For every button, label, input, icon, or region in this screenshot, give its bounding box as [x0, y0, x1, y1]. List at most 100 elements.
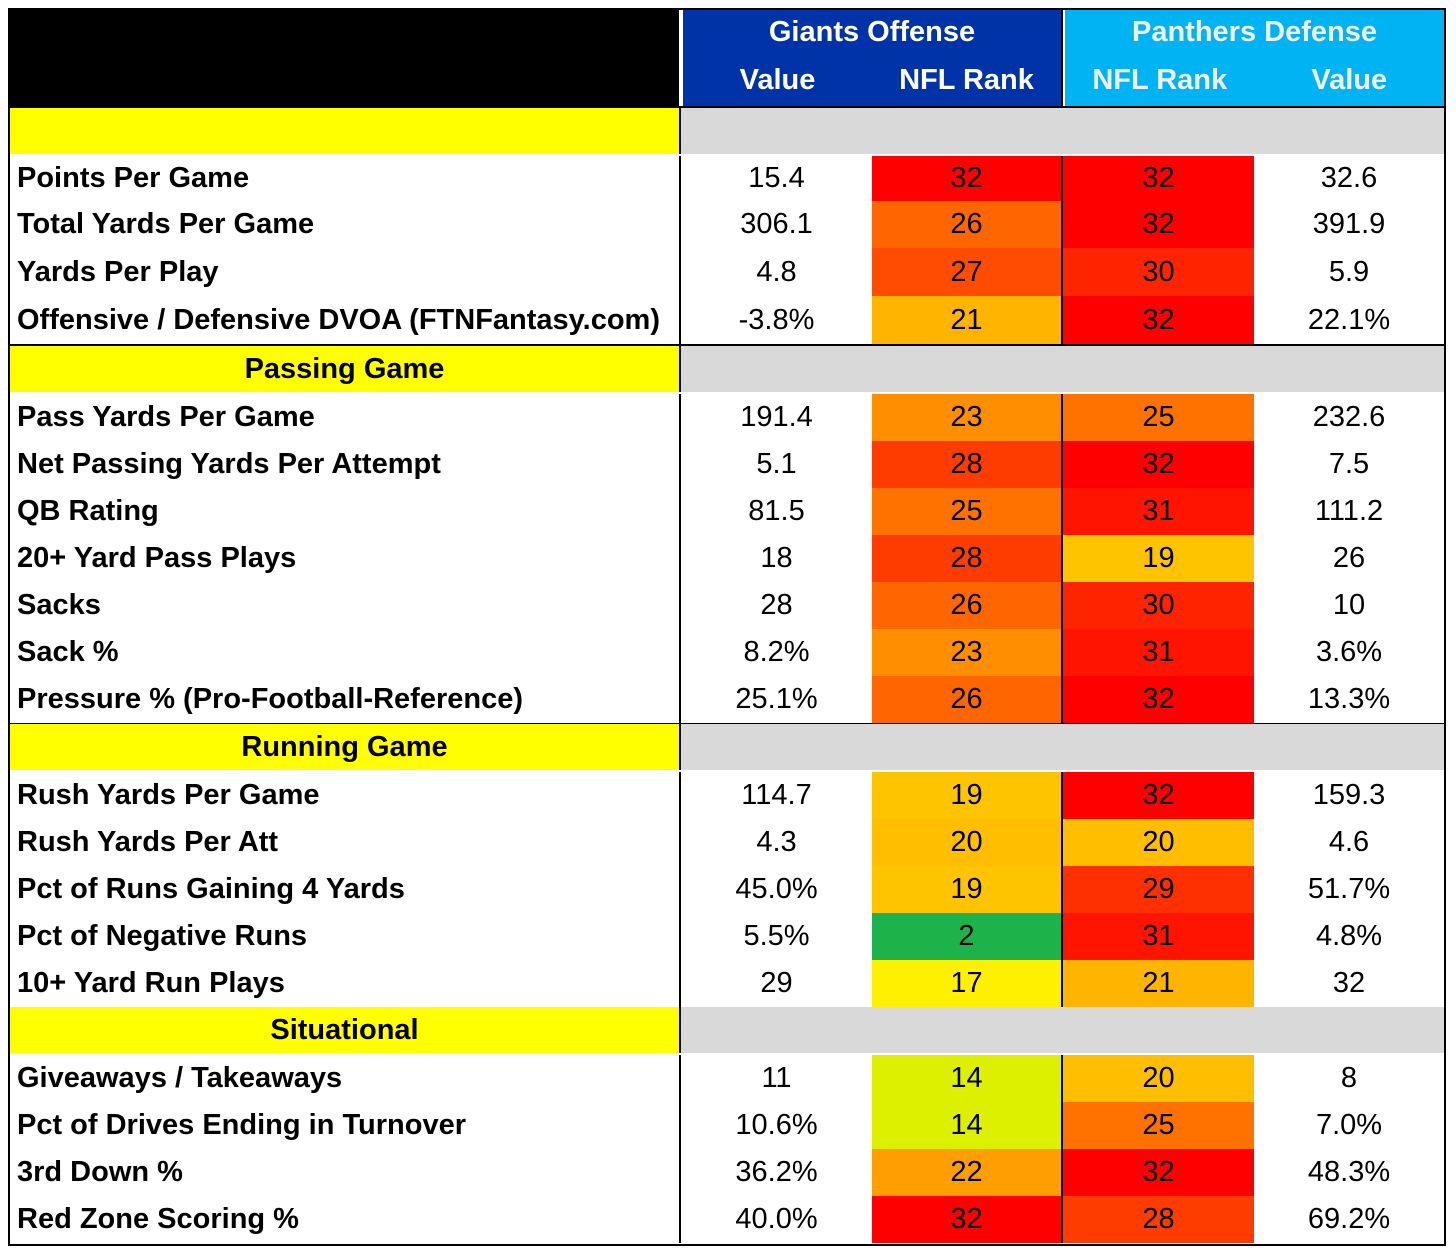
table-row: Total Yards Per Game 306.1 26 32 391.9 [10, 201, 1444, 248]
offense-value: 29 [760, 967, 793, 999]
offense-value: 4.8 [756, 255, 797, 288]
offense-rank: 19 [872, 772, 1063, 819]
section-header-row: Situational [10, 1007, 1444, 1053]
defense-rank: 30 [1063, 582, 1254, 629]
defense-value: 159.3 [1312, 779, 1386, 811]
table-row: 20+ Yard Pass Plays 18 28 19 26 [10, 535, 1444, 582]
offense-rank: 28 [872, 535, 1063, 582]
offense-value: 15.4 [748, 162, 805, 194]
defense-rank: 30 [1063, 248, 1254, 296]
offense-rank: 26 [872, 201, 1063, 248]
offense-rank: 27 [872, 248, 1063, 296]
defense-rank: 28 [1063, 1196, 1254, 1243]
offense-rank: 22 [872, 1149, 1063, 1196]
offense-value: 40.0% [735, 1203, 818, 1235]
offense-value: -3.8% [738, 303, 815, 336]
table-row: Pressure % (Pro-Football-Reference) 25.1%… [10, 676, 1444, 723]
defense-value: 10 [1332, 589, 1366, 621]
section-title: Situational [10, 1007, 681, 1053]
offense-value: 8.2% [743, 636, 810, 668]
table-row: Yards Per Play 4.8 27 30 5.9 [10, 248, 1444, 296]
stat-label: Red Zone Scoring % [10, 1196, 681, 1243]
offense-value: 18 [760, 542, 793, 574]
offense-value: 28 [760, 589, 793, 621]
table-row: Rush Yards Per Game 114.7 19 32 159.3 [10, 772, 1444, 819]
offense-value: 5.5% [743, 920, 810, 952]
offense-value: 36.2% [735, 1156, 818, 1188]
section-title: Running Game [10, 724, 681, 770]
section-header-row [10, 108, 1444, 154]
defense-rank: 32 [1063, 676, 1254, 723]
offense-rank: 28 [872, 441, 1063, 488]
stat-label: Rush Yards Per Att [10, 819, 681, 866]
defense-rank: 31 [1063, 913, 1254, 960]
stat-label: 3rd Down % [10, 1149, 681, 1196]
table-row: Pct of Runs Gaining 4 Yards 45.0% 19 29 51.7… [10, 866, 1444, 913]
defense-rank: 32 [1063, 441, 1254, 488]
defense-value: 391.9 [1312, 208, 1386, 240]
offense-rank: 25 [872, 488, 1063, 535]
matchup-stats-table: Giants Offense Value NFL Rank Panthers D… [8, 8, 1446, 1246]
defense-rank: 20 [1063, 819, 1254, 866]
stat-label: Yards Per Play [10, 248, 681, 296]
header-giants-offense: Giants Offense Value NFL Rank [683, 10, 1063, 106]
table-row: QB Rating 81.5 25 31 111.2 [10, 488, 1444, 535]
defense-value: 13.3% [1307, 683, 1391, 715]
table-row: Pct of Drives Ending in Turnover 10.6% 14 2… [10, 1102, 1444, 1149]
panthers-defense-title: Panthers Defense [1132, 16, 1377, 48]
table-row: Pct of Negative Runs 5.5% 2 31 4.8% [10, 913, 1444, 960]
table-row: Pass Yards Per Game 191.4 23 25 232.6 [10, 394, 1444, 441]
stat-label: Net Passing Yards Per Attempt [10, 441, 681, 488]
section-header-row: Running Game [10, 724, 1444, 770]
defense-value: 232.6 [1312, 401, 1386, 433]
defense-rank: 32 [1063, 201, 1254, 248]
stat-label: Pct of Drives Ending in Turnover [10, 1102, 681, 1149]
offense-value: 4.3 [756, 826, 797, 858]
defense-value: 7.0% [1315, 1109, 1383, 1141]
defense-rank: 32 [1063, 1149, 1254, 1196]
offense-rank: 2 [872, 913, 1063, 960]
offense-value: 11 [761, 1062, 792, 1094]
offense-rank: 17 [872, 960, 1063, 1007]
table-row: Giveaways / Takeaways 11 14 20 8 [10, 1055, 1444, 1102]
stat-label: Total Yards Per Game [10, 201, 681, 248]
table-row: Offensive / Defensive DVOA (FTNFantasy.c… [10, 296, 1444, 344]
defense-rank: 21 [1063, 960, 1254, 1007]
section-separator [10, 344, 1444, 346]
stat-label: Sack % [10, 629, 681, 676]
stat-label: Pct of Negative Runs [10, 913, 681, 960]
defense-value: 51.7% [1307, 873, 1391, 905]
defense-value: 111.2 [1314, 495, 1384, 527]
section-fill [681, 1007, 1444, 1053]
table-row: Points Per Game 15.4 32 32 32.6 [10, 156, 1444, 201]
offense-rank: 23 [872, 394, 1063, 441]
section-fill [681, 724, 1444, 770]
header-panthers-defense: Panthers Defense NFL Rank Value [1065, 10, 1444, 106]
stat-label: Points Per Game [10, 156, 681, 201]
defense-value: 3.6% [1315, 636, 1383, 668]
stat-label: 10+ Yard Run Plays [10, 960, 681, 1007]
table-row: Sack % 8.2% 23 31 3.6% [10, 629, 1444, 676]
offense-value-header: Value [739, 64, 816, 96]
offense-value: 25.1% [735, 683, 818, 715]
offense-rank: 32 [872, 1196, 1063, 1243]
section-fill [681, 346, 1444, 392]
defense-value: 7.5 [1328, 448, 1370, 480]
offense-value: 5.1 [756, 448, 797, 480]
offense-value: 10.6% [735, 1109, 818, 1141]
section-title: Passing Game [10, 346, 681, 392]
defense-value: 22.1% [1307, 303, 1391, 336]
offense-rank: 23 [872, 629, 1063, 676]
defense-value: 32 [1332, 967, 1366, 999]
offense-rank: 32 [872, 156, 1063, 201]
stat-label: QB Rating [10, 488, 681, 535]
defense-value-header: Value [1311, 64, 1388, 96]
offense-rank: 26 [872, 582, 1063, 629]
defense-rank: 20 [1063, 1055, 1254, 1102]
stat-label: Pct of Runs Gaining 4 Yards [10, 866, 681, 913]
table-row: 3rd Down % 36.2% 22 32 48.3% [10, 1149, 1444, 1196]
defense-rank: 32 [1063, 156, 1254, 201]
header-separator [10, 106, 1444, 108]
defense-rank: 25 [1063, 1102, 1254, 1149]
defense-rank: 31 [1063, 488, 1254, 535]
